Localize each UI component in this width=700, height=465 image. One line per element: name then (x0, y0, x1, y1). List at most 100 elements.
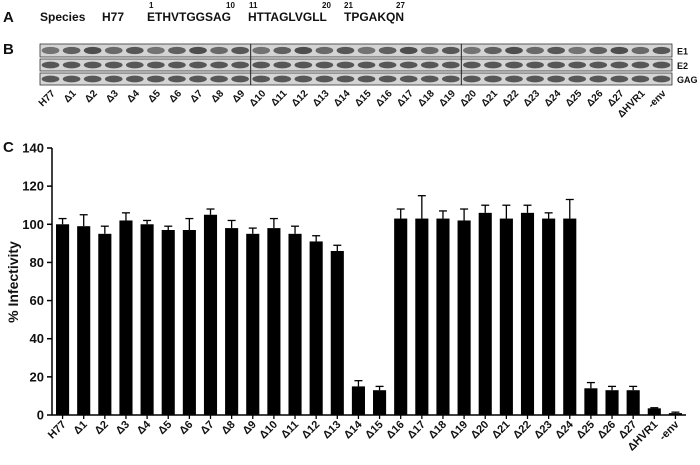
blot-band (189, 61, 207, 69)
bar (647, 408, 661, 415)
blot-band (189, 75, 207, 83)
blot-band (104, 75, 123, 83)
blot-band (273, 61, 292, 69)
x-tick-label: Δ9 (240, 419, 258, 437)
lane-label: -env (646, 88, 669, 111)
residue-number: 11 (249, 1, 258, 10)
lane-label: Δ23 (521, 88, 542, 109)
blot-band (399, 61, 418, 69)
x-tick-label: Δ7 (198, 419, 216, 437)
bar (98, 233, 112, 415)
y-tick-label: 20 (30, 369, 44, 384)
blot-band (168, 46, 186, 55)
x-tick-label: Δ3 (114, 419, 132, 437)
blot-band (125, 75, 144, 83)
blot-band (547, 61, 565, 69)
lane-label: Δ7 (188, 88, 205, 105)
blot-band (231, 75, 249, 83)
bar (394, 218, 408, 415)
x-tick-label: Δ15 (363, 419, 386, 442)
blot-band (357, 61, 376, 69)
x-tick-label: Δ16 (384, 419, 407, 442)
blot-band (631, 46, 650, 55)
lane-label: H77 (37, 88, 58, 109)
bar (542, 218, 556, 415)
bar (605, 390, 619, 415)
lane-label: Δ3 (104, 88, 121, 105)
blot-band (231, 46, 249, 55)
lane-label: Δ13 (311, 88, 332, 109)
blot-band (399, 75, 418, 83)
lane-label: Δ22 (500, 88, 521, 109)
blot-band (41, 75, 60, 83)
bar (119, 220, 133, 415)
lane-label: Δ16 (374, 88, 395, 109)
blot-band (378, 75, 397, 83)
y-tick-label: 80 (30, 255, 44, 270)
bar (309, 241, 323, 415)
x-tick-label: Δ1 (71, 419, 89, 437)
residue-number: 27 (396, 1, 405, 10)
residue-number: 10 (226, 1, 235, 10)
residue-number: 1 (149, 1, 154, 10)
lane-label: Δ12 (290, 88, 311, 109)
sequence: TPGAKQN (344, 10, 404, 24)
bar (246, 233, 260, 415)
lane-label: Δ10 (248, 88, 269, 109)
x-tick-label: Δ12 (300, 419, 323, 442)
blot-band (652, 46, 671, 55)
bar (373, 390, 387, 415)
blot-band (589, 46, 608, 55)
lane-label: Δ1 (62, 88, 79, 105)
x-tick-label: Δ8 (219, 419, 237, 437)
blot-band (357, 75, 376, 83)
blot-band (104, 61, 123, 69)
blot-band (484, 75, 502, 83)
blot-band (589, 61, 608, 69)
x-tick-label: Δ11 (279, 419, 301, 441)
blot-band (252, 61, 271, 69)
blot-band (315, 46, 334, 55)
lane-label: Δ15 (353, 88, 374, 109)
lane-label: Δ11 (269, 88, 290, 109)
blot-band (547, 46, 565, 55)
blot-band (463, 75, 481, 83)
x-tick-label: -env (657, 418, 682, 443)
blot-band (147, 61, 165, 69)
y-tick-label: 60 (30, 293, 44, 308)
x-tick-label: Δ6 (177, 419, 195, 437)
blot-band (41, 46, 60, 55)
bar (457, 220, 471, 415)
blot-band (62, 75, 81, 83)
blot-band (125, 46, 144, 55)
bar (584, 388, 598, 415)
blot-band (652, 75, 671, 83)
bar (499, 218, 513, 415)
blot-band (399, 46, 418, 55)
lane-label: Δ6 (167, 88, 184, 105)
blot-band (526, 75, 544, 83)
blot-band (526, 46, 544, 55)
blot-band (631, 75, 650, 83)
lane-label: Δ9 (230, 88, 247, 105)
blot-band (168, 61, 186, 69)
bar (351, 386, 365, 415)
y-axis-title: % Infectivity (5, 241, 21, 323)
blot-band (294, 61, 313, 69)
blot-band (568, 46, 587, 55)
blot-band (357, 46, 376, 55)
bar (267, 228, 281, 415)
blot-band (484, 46, 502, 55)
lane-label: Δ19 (437, 88, 458, 109)
blot-band (83, 75, 102, 83)
blot-row-label: E1 (677, 47, 688, 57)
x-tick-label: Δ14 (342, 418, 365, 441)
blot-band (189, 46, 207, 55)
blot-band (231, 61, 249, 69)
blot-band (147, 75, 165, 83)
blot-band (336, 46, 355, 55)
blot-band (568, 75, 587, 83)
blot-band (505, 46, 523, 55)
blot-band (505, 75, 523, 83)
bar (56, 224, 70, 415)
